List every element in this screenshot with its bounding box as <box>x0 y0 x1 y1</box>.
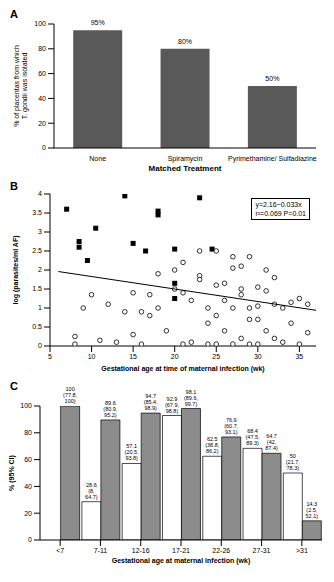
svg-text:Pyrimethamine/ Sulfadiazine: Pyrimethamine/ Sulfadiazine <box>228 155 317 163</box>
svg-text:1: 1 <box>38 304 42 311</box>
svg-text:20: 20 <box>171 353 179 360</box>
svg-text:7-11: 7-11 <box>94 547 108 554</box>
svg-text:Gestational age at time of mat: Gestational age at time of maternal infe… <box>101 365 264 373</box>
svg-text:3.5: 3.5 <box>32 209 42 216</box>
svg-text:2.5: 2.5 <box>32 247 42 254</box>
svg-text:95%: 95% <box>91 19 105 26</box>
svg-text:25: 25 <box>212 353 220 360</box>
svg-text:64.7(42,87.4): 64.7(42,87.4) <box>265 433 278 451</box>
svg-text:2: 2 <box>38 266 42 273</box>
svg-text:94.7(85.4,98.9): 94.7(85.4,98.9) <box>144 393 159 411</box>
svg-text:10: 10 <box>88 353 96 360</box>
svg-text:22-26: 22-26 <box>212 547 230 554</box>
svg-text:>31: >31 <box>296 547 308 554</box>
svg-text:80: 80 <box>24 429 32 436</box>
svg-text:Matched Treatment: Matched Treatment <box>149 164 222 173</box>
svg-text:<7: <7 <box>56 547 64 554</box>
svg-text:27-31: 27-31 <box>253 547 271 554</box>
svg-text:50(21.7,78.3): 50(21.7,78.3) <box>286 453 301 471</box>
svg-text:100: 100 <box>34 20 46 27</box>
svg-text:log (parasites/ml AF): log (parasites/ml AF) <box>12 236 20 305</box>
svg-text:20: 20 <box>38 120 46 127</box>
svg-text:5: 5 <box>48 353 52 360</box>
svg-text:0: 0 <box>28 536 32 543</box>
svg-text:89.6(80.9,95.2): 89.6(80.9,95.2) <box>103 400 118 418</box>
svg-text:12-16: 12-16 <box>132 547 150 554</box>
svg-text:40: 40 <box>38 95 46 102</box>
svg-text:Spiramycin: Spiramycin <box>168 155 203 163</box>
svg-text:60: 60 <box>38 70 46 77</box>
svg-text:60: 60 <box>24 456 32 463</box>
svg-text:40: 40 <box>24 483 32 490</box>
svg-text:0: 0 <box>42 144 46 151</box>
svg-text:% of placentas from whichT. go: % of placentas from whichT. gondii was i… <box>13 45 29 127</box>
svg-text:35: 35 <box>295 353 303 360</box>
svg-text:Gestational age at maternal in: Gestational age at maternal infection (w… <box>112 557 250 565</box>
svg-text:4: 4 <box>38 190 42 197</box>
svg-text:0: 0 <box>38 342 42 349</box>
svg-text:20: 20 <box>24 510 32 517</box>
html-text:C: C <box>10 380 18 392</box>
svg-text:80%: 80% <box>178 38 192 45</box>
svg-text:98.1(89.6,99.7): 98.1(89.6,99.7) <box>184 389 199 407</box>
svg-text:14.3(2.5,52.1): 14.3(2.5,52.1) <box>306 501 319 519</box>
svg-text:17-21: 17-21 <box>172 547 190 554</box>
svg-text:80: 80 <box>38 45 46 52</box>
html-text:r²=0.069 P=0.01: r²=0.069 P=0.01 <box>255 210 306 217</box>
html-text:B: B <box>10 180 18 192</box>
svg-text:62.5(38.8,86.2): 62.5(38.8,86.2) <box>205 436 220 454</box>
html-text:y=2.16−0.033x: y=2.16−0.033x <box>255 201 302 208</box>
svg-text:100(77.8,100): 100(77.8,100) <box>63 386 78 404</box>
svg-text:68.4(47.5,89.3): 68.4(47.5,89.3) <box>246 428 261 446</box>
svg-text:15: 15 <box>129 353 137 360</box>
svg-text:30: 30 <box>254 353 262 360</box>
svg-text:0.5: 0.5 <box>32 323 42 330</box>
svg-text:92.9(67.9,98.8): 92.9(67.9,98.8) <box>165 396 180 414</box>
svg-text:1.5: 1.5 <box>32 285 42 292</box>
svg-text:28.6(8,64.7): 28.6(8,64.7) <box>85 482 98 500</box>
html-text:A: A <box>10 8 18 20</box>
svg-text:3: 3 <box>38 228 42 235</box>
svg-text:100: 100 <box>20 402 32 409</box>
svg-text:76.9(60.7,93.1): 76.9(60.7,93.1) <box>224 417 239 435</box>
svg-text:57.1(20.5,93.8): 57.1(20.5,93.8) <box>125 443 140 461</box>
svg-text:None: None <box>89 155 106 162</box>
svg-text:% (95% CI): % (95% CI) <box>8 455 16 491</box>
svg-text:50%: 50% <box>265 75 279 82</box>
